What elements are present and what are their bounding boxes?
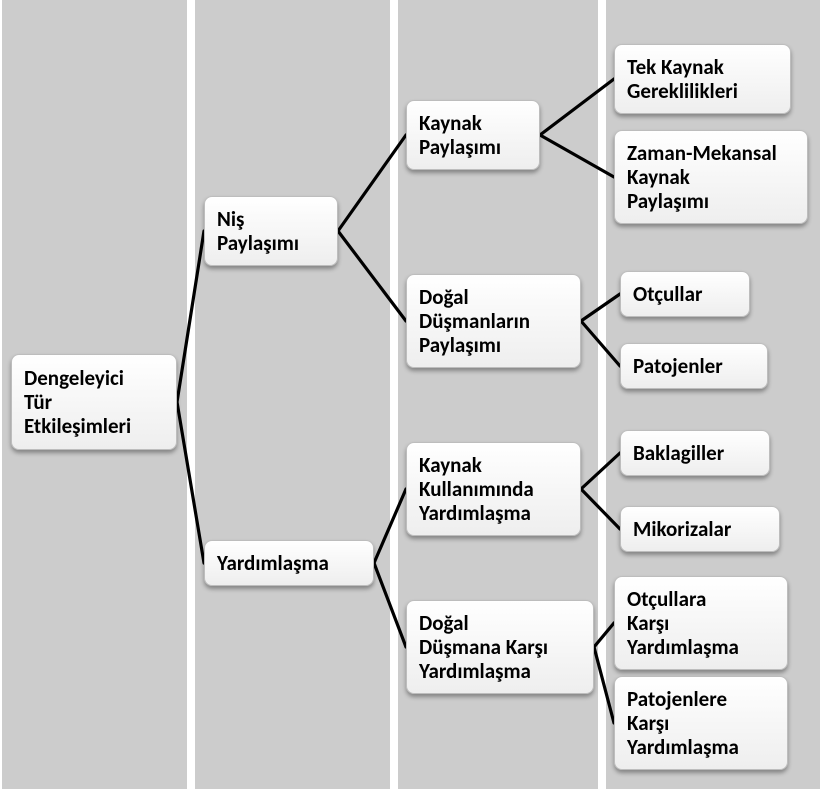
node-patojenlereK: Patojenlere Karşı Yardımlaşma xyxy=(614,676,788,770)
node-dogalDusPay: Doğal Düşmanların Paylaşımı xyxy=(406,274,581,368)
node-zamanMekan: Zaman-Mekansal Kaynak Paylaşımı xyxy=(614,130,808,224)
node-yardim: Yardımlaşma xyxy=(204,540,374,586)
node-root: Dengeleyici Tür Etkileşimleri xyxy=(11,354,177,450)
node-kaynakPay: Kaynak Paylaşımı xyxy=(406,100,540,170)
node-kaynakKul: Kaynak Kullanımında Yardımlaşma xyxy=(406,442,581,536)
column-band-1 xyxy=(195,0,390,789)
node-patojenler: Patojenler xyxy=(620,343,768,389)
node-baklagiller: Baklagiller xyxy=(620,430,770,476)
node-dogalDusYar: Doğal Düşmana Karşı Yardımlaşma xyxy=(406,600,594,694)
node-otcullaraK: Otçullara Karşı Yardımlaşma xyxy=(614,576,788,670)
node-tekKaynak: Tek Kaynak Gereklilikleri xyxy=(614,44,791,114)
column-band-3 xyxy=(606,0,820,789)
node-otcullar: Otçullar xyxy=(620,271,750,317)
node-nis: Niş Paylaşımı xyxy=(204,196,338,266)
node-mikorizalar: Mikorizalar xyxy=(620,506,780,552)
